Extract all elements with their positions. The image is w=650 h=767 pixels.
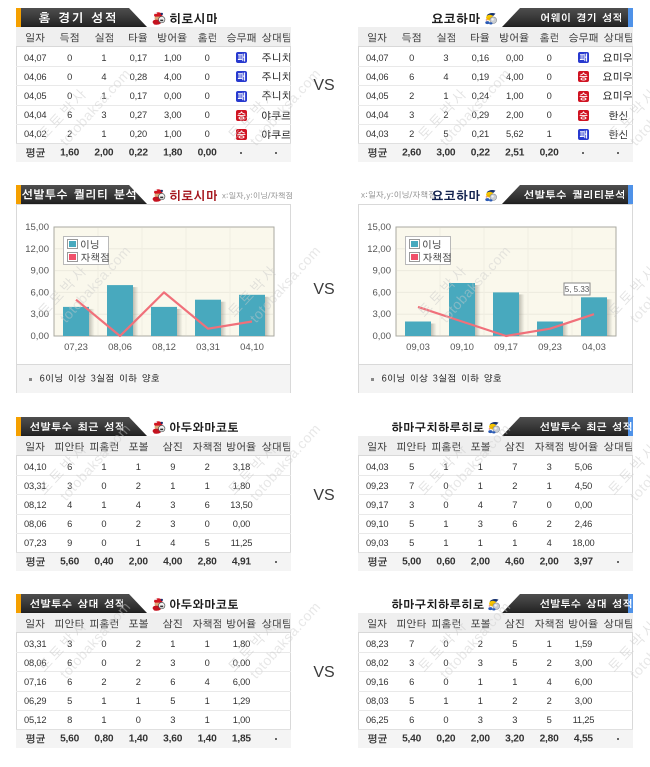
svg-text:04,03: 04,03 bbox=[582, 342, 606, 353]
svg-text:15,00: 15,00 bbox=[25, 222, 49, 233]
svg-text:15,00: 15,00 bbox=[367, 222, 391, 233]
svg-text:3,00: 3,00 bbox=[31, 309, 50, 320]
svg-text:09,17: 09,17 bbox=[494, 342, 518, 353]
svg-text:9,00: 9,00 bbox=[31, 266, 50, 277]
svg-text:03,31: 03,31 bbox=[196, 342, 220, 353]
svg-text:12,00: 12,00 bbox=[367, 244, 391, 255]
svg-text:3,00: 3,00 bbox=[373, 309, 392, 320]
svg-text:09,23: 09,23 bbox=[538, 342, 562, 353]
svg-text:0,00: 0,00 bbox=[31, 331, 50, 342]
svg-text:07,23: 07,23 bbox=[64, 342, 88, 353]
svg-text:0,00: 0,00 bbox=[373, 331, 392, 342]
svg-text:6,00: 6,00 bbox=[31, 287, 50, 298]
svg-text:09,10: 09,10 bbox=[450, 342, 474, 353]
svg-text:6,00: 6,00 bbox=[373, 287, 392, 298]
svg-text:08,06: 08,06 bbox=[108, 342, 132, 353]
svg-text:08,12: 08,12 bbox=[152, 342, 176, 353]
svg-text:5, 5.33: 5, 5.33 bbox=[565, 285, 590, 294]
svg-text:09,03: 09,03 bbox=[406, 342, 430, 353]
svg-text:9,00: 9,00 bbox=[373, 266, 392, 277]
svg-text:12,00: 12,00 bbox=[25, 244, 49, 255]
svg-text:04,10: 04,10 bbox=[240, 342, 264, 353]
